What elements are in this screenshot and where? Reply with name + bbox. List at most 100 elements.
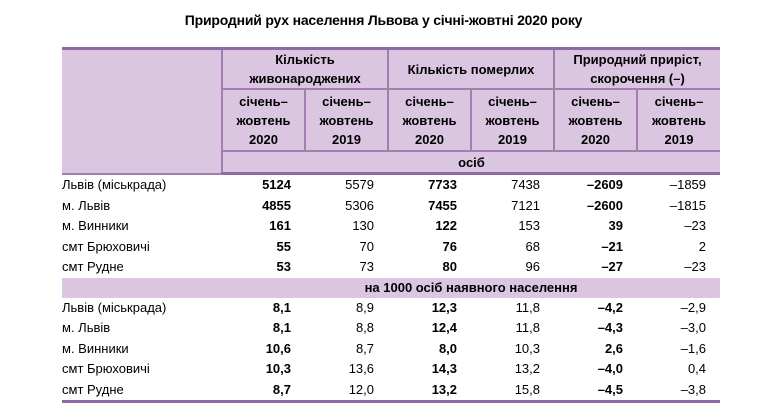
cell-value: –4,3	[597, 320, 624, 336]
cell-value: 14,3	[431, 361, 458, 377]
cell-value: 8,7	[355, 340, 375, 356]
row-label: смт Рудне	[62, 259, 124, 275]
cell-value: –4,2	[597, 299, 624, 315]
cell-value: 7733	[428, 177, 458, 193]
cell-value: –27	[601, 259, 624, 275]
cell-value: 5579	[345, 177, 375, 193]
cell-value: 161	[269, 218, 291, 234]
table-row: м. Винники 10,6 8,7 8,0 10,3 2,6 –1,6	[62, 339, 720, 360]
header-period-line: січень–	[488, 93, 537, 109]
cell-value: 39	[608, 218, 624, 234]
table-row: Львів (міськрада) 8,1 8,9 12,3 11,8 –4,2 –2,9	[62, 298, 720, 319]
header-period-line: січень–	[322, 93, 371, 109]
header-period-line: січень–	[654, 93, 704, 109]
cell-value: 10,3	[514, 340, 541, 356]
cell-value: –3,8	[637, 379, 721, 403]
cell-value: –23	[684, 218, 707, 234]
cell-value: 12,4	[431, 320, 458, 336]
cell-value: –1,6	[680, 340, 707, 356]
row-label: Львів (міськрада)	[62, 177, 167, 192]
cell-value: –1815	[669, 197, 707, 213]
section-label: на 1000 осіб наявного населення	[62, 277, 721, 298]
header-period-line: жовтень	[319, 112, 374, 128]
table-row: м. Львів 4855 5306 7455 7121 –2600 –1815	[62, 196, 720, 217]
population-table: Кількість живонароджених Кількість помер…	[62, 47, 721, 403]
cell-value: 96	[525, 259, 541, 275]
cell-value: 11,8	[515, 299, 541, 315]
table-row: м. Львів 8,1 8,8 12,4 11,8 –4,3 –3,0	[62, 318, 720, 339]
cell-value: 8,8	[355, 320, 375, 336]
header-period-2020: січень– жовтень 2020	[221, 88, 306, 152]
row-label: смт Рудне	[62, 379, 222, 403]
cell-value: 8,7	[222, 379, 305, 403]
row-label: м. Винники	[62, 340, 129, 356]
cell-value: 0,4	[687, 361, 707, 377]
cell-value: 73	[359, 259, 375, 275]
cell-value: 13,2	[388, 379, 472, 403]
header-period-2020: січень– жовтень 2020	[387, 88, 473, 152]
cell-value: –4,0	[597, 361, 624, 377]
cell-value: 13,2	[514, 361, 541, 377]
header-period-line: жовтень	[236, 112, 291, 128]
cell-value: 11,8	[515, 320, 541, 336]
cell-value: 5124	[262, 177, 291, 193]
header-period-2020: січень– жовтень 2020	[553, 88, 639, 152]
cell-value: 80	[442, 259, 458, 275]
cell-value: 153	[518, 218, 541, 234]
cell-value: 76	[442, 238, 458, 254]
table-row: смт Брюховичі 10,3 13,6 14,3 13,2 –4,0 0,4	[62, 359, 720, 380]
header-period-line: 2019	[664, 131, 694, 147]
cell-value: –2600	[586, 197, 624, 213]
table-row: м. Винники 161 130 122 153 39 –23	[62, 216, 720, 237]
cell-value: 2,6	[604, 340, 624, 356]
header-row-periods: січень– жовтень 2020 січень– жовтень 2019 січе…	[62, 88, 721, 152]
cell-value: 12,0	[305, 379, 389, 403]
cell-value: 2	[698, 238, 707, 254]
header-period-line: жовтень	[568, 112, 623, 128]
header-period-line: 2020	[415, 131, 444, 147]
header-period-2019: січень– жовтень 2019	[470, 88, 556, 152]
table-title: Природний рух населення Львова у січні-ж…	[184, 12, 583, 28]
table-body: Львів (міськрада) 5124 5579 7733 7438 –2609 –1…	[62, 174, 721, 403]
header-period-line: 2020	[581, 131, 610, 147]
header-period-2019: січень– жовтень 2019	[636, 88, 721, 152]
header-period-line: січень–	[239, 93, 288, 109]
cell-value: 8,1	[272, 320, 291, 336]
cell-value: 7455	[428, 197, 458, 213]
cell-value: 12,3	[431, 299, 458, 315]
header-period-line: січень–	[571, 93, 620, 109]
header-period-line: 2019	[498, 131, 527, 147]
cell-value: 15,8	[471, 379, 555, 403]
cell-value: 122	[435, 218, 458, 234]
section-row: на 1000 осіб наявного населення	[62, 277, 721, 298]
cell-value: 130	[352, 218, 375, 234]
header-period-line: жовтень	[402, 112, 457, 128]
cell-value: 55	[276, 238, 291, 254]
header-stub	[62, 47, 223, 175]
cell-value: –3,0	[680, 320, 707, 336]
cell-value: 5306	[345, 197, 375, 213]
header-row-groups: Кількість живонароджених Кількість помер…	[62, 47, 721, 175]
cell-value: 8,9	[355, 299, 375, 315]
table-row: смт Рудне 53 73 80 96 –27 –23	[62, 257, 720, 278]
header-row-unit: осіб	[62, 150, 721, 175]
row-label: смт Брюховичі	[62, 238, 150, 254]
row-label: смт Брюховичі	[62, 361, 150, 377]
cell-value: 10,6	[265, 340, 291, 356]
cell-value: 10,3	[265, 361, 291, 377]
cell-value: –4,5	[554, 379, 638, 403]
header-period-line: жовтень	[651, 112, 707, 128]
cell-value: –1859	[669, 177, 707, 193]
header-period-line: жовтень	[485, 112, 540, 128]
cell-value: 7121	[511, 197, 541, 213]
table-row: Львів (міськрада) 5124 5579 7733 7438 –2609 –1…	[62, 174, 720, 196]
cell-value: 7438	[511, 177, 541, 193]
header-group-deaths: Кількість померлих	[387, 47, 556, 90]
cell-value: –21	[601, 238, 624, 254]
unit-label: осіб	[220, 150, 721, 175]
row-label: м. Львів	[62, 320, 111, 336]
row-label: м. Винники	[62, 218, 129, 234]
cell-value: 53	[276, 259, 291, 275]
header-period-line: 2019	[332, 131, 361, 147]
row-label: Львів (міськрада)	[62, 299, 167, 315]
